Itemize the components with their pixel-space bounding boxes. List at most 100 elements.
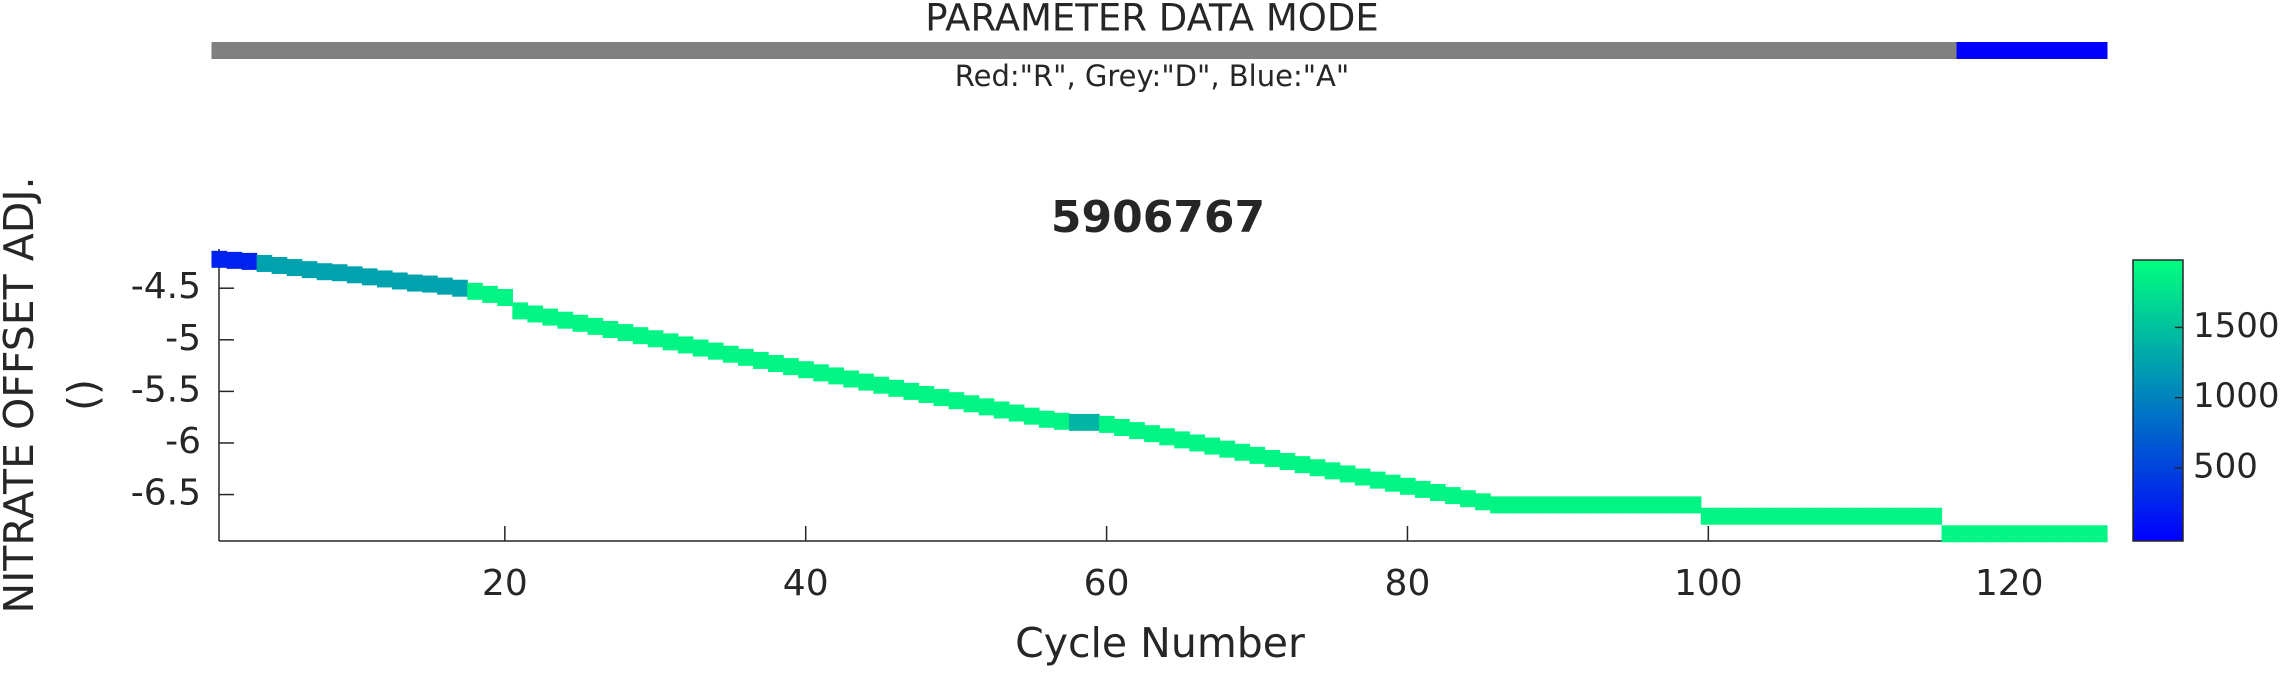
data-point (1114, 419, 1130, 437)
x-tick-label: 40 (783, 563, 829, 604)
mode-segment (1445, 42, 1461, 59)
data-point (572, 314, 589, 332)
data-point (1159, 428, 1175, 446)
mode-bar-title: PARAMETER DATA MODE (925, 0, 1379, 40)
data-point (1369, 471, 1386, 489)
mode-segment (1565, 42, 1581, 59)
colorbar-swatch (2133, 325, 2183, 331)
mode-segment (1144, 42, 1160, 59)
data-point (346, 266, 363, 284)
mode-segment (1535, 42, 1551, 59)
data-point (1956, 525, 1973, 543)
mode-segment (256, 42, 273, 59)
colorbar-swatch (2133, 498, 2183, 505)
colorbar-swatch (2133, 386, 2183, 392)
mode-segment (1114, 42, 1130, 59)
mode-segment (376, 42, 393, 59)
data-point (1099, 415, 1115, 433)
data-point (1460, 490, 1476, 508)
mode-segment (1324, 42, 1341, 59)
data-point (452, 279, 468, 297)
data-point (557, 311, 574, 329)
data-point (1685, 496, 1702, 514)
data-point (1821, 507, 1837, 525)
mode-segment (226, 42, 243, 59)
data-point (1490, 496, 1506, 514)
data-point (1445, 487, 1461, 505)
mode-segment (1776, 42, 1792, 59)
mode-segment (1354, 42, 1371, 59)
mode-segment (2046, 42, 2063, 59)
colorbar-swatch (2133, 302, 2183, 308)
colorbar-swatch (2133, 339, 2183, 345)
data-point (1595, 496, 1612, 514)
mode-segment (1896, 42, 1912, 59)
y-axis-label: () (59, 379, 107, 411)
mode-segment (722, 42, 739, 59)
data-point (647, 330, 664, 348)
data-point (1881, 507, 1897, 525)
data-point (1776, 507, 1792, 525)
data-point (1354, 468, 1371, 486)
colorbar-tick-label: 1500 (2193, 306, 2280, 346)
colorbar-swatch (2133, 522, 2183, 528)
data-point (1324, 462, 1341, 480)
colorbar-swatch (2133, 508, 2183, 514)
mode-segment (271, 42, 288, 59)
data-point (1053, 412, 1070, 430)
colorbar-swatch (2133, 334, 2183, 341)
mode-segment (948, 42, 965, 59)
mode-segment (1866, 42, 1882, 59)
data-point (903, 382, 920, 400)
mode-bar-note: Red:"R", Grey:"D", Blue:"A" (955, 59, 1349, 93)
mode-segment (542, 42, 558, 59)
colorbar-swatch (2133, 423, 2183, 430)
mode-segment (1595, 42, 1612, 59)
data-point (948, 392, 965, 410)
data-point (1640, 496, 1657, 514)
mode-segment (813, 42, 829, 59)
data-point (1851, 507, 1867, 525)
data-point (527, 305, 544, 323)
data-point (1791, 507, 1807, 525)
colorbar-swatch (2133, 409, 2183, 416)
data-point (993, 401, 1010, 419)
mode-segment (1836, 42, 1852, 59)
colorbar-swatch (2133, 475, 2183, 481)
y-tick-label: -4.5 (131, 266, 201, 307)
x-tick-label: 60 (1084, 563, 1130, 604)
data-point (422, 275, 438, 293)
colorbar-swatch (2133, 260, 2183, 266)
colorbar-swatch (2133, 367, 2183, 373)
mode-segment (647, 42, 664, 59)
mode-segment (1971, 42, 1988, 59)
data-point (1384, 474, 1401, 492)
data-point (271, 257, 288, 275)
data-point (482, 285, 498, 303)
mode-segment (557, 42, 574, 59)
colorbar-swatch (2133, 414, 2183, 420)
colorbar-swatch (2133, 456, 2183, 462)
mode-segment (617, 42, 634, 59)
mode-segment (918, 42, 935, 59)
data-point (376, 270, 393, 288)
mode-segment (632, 42, 649, 59)
data-point (918, 385, 935, 403)
mode-segment (1670, 42, 1687, 59)
chart-title: 5906767 (1051, 192, 1265, 243)
x-tick-label: 100 (1674, 563, 1743, 604)
mode-segment (1204, 42, 1220, 59)
colorbar-tick-label: 1000 (2193, 376, 2280, 416)
mode-segment (1926, 42, 1943, 59)
mode-segment (572, 42, 589, 59)
data-point (1655, 496, 1672, 514)
y-axis-label: NITRATE OFFSET ADJ. (0, 177, 43, 614)
mode-segment (1760, 42, 1777, 59)
mode-segment (993, 42, 1010, 59)
colorbar-swatch (2133, 470, 2183, 476)
mode-segment (873, 42, 889, 59)
mode-segment (1068, 42, 1085, 59)
data-point (798, 361, 814, 379)
mode-segment (1715, 42, 1732, 59)
